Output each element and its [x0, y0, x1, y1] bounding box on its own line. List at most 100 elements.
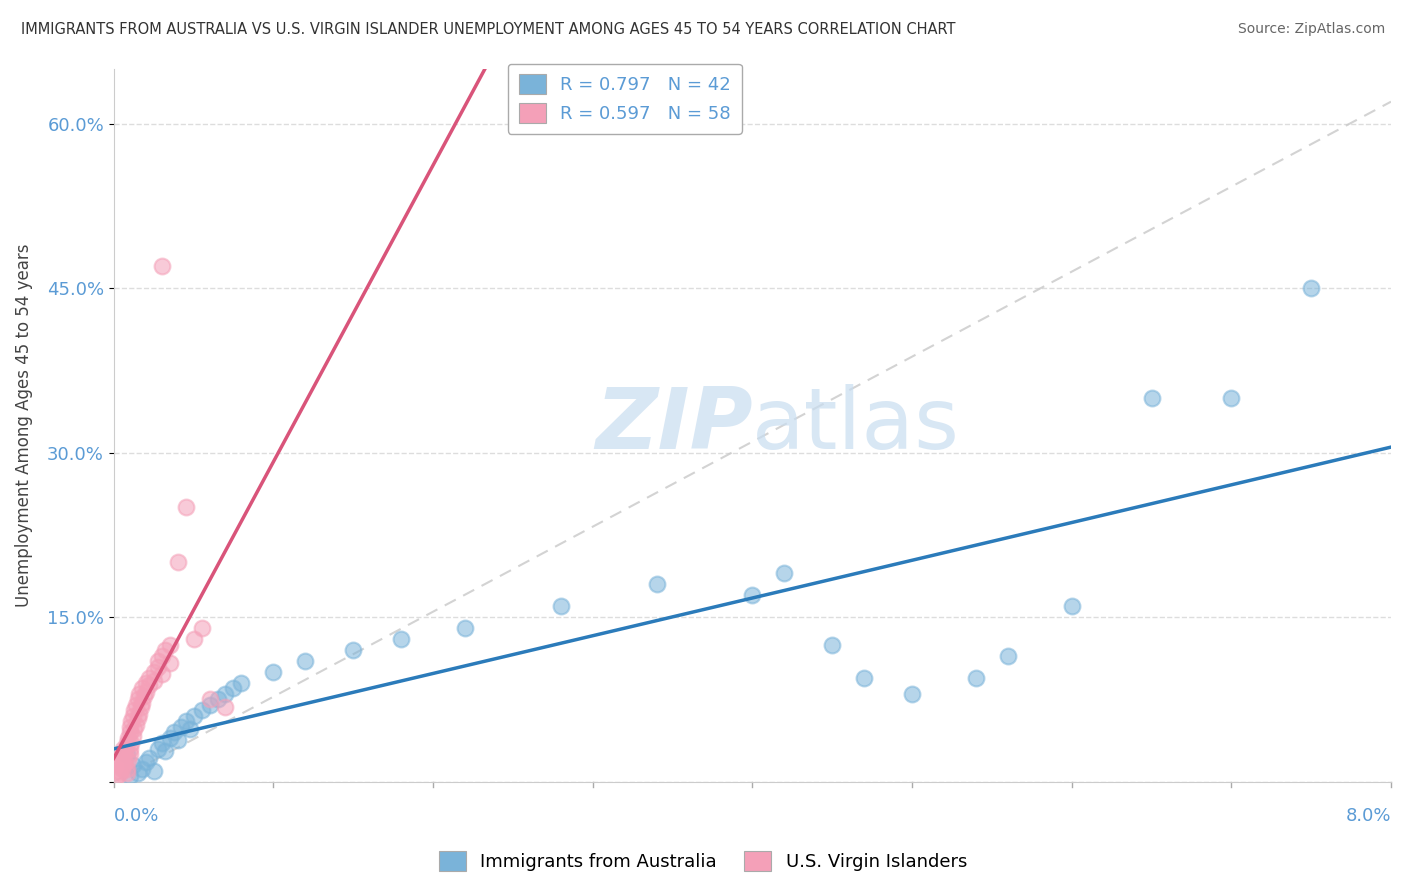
Text: IMMIGRANTS FROM AUSTRALIA VS U.S. VIRGIN ISLANDER UNEMPLOYMENT AMONG AGES 45 TO : IMMIGRANTS FROM AUSTRALIA VS U.S. VIRGIN… — [21, 22, 956, 37]
Point — [222, 681, 245, 696]
Point — [1060, 599, 1083, 614]
Point — [198, 698, 221, 712]
Point — [114, 755, 136, 769]
Text: atlas: atlas — [752, 384, 960, 467]
Point — [150, 667, 173, 681]
Point — [129, 700, 152, 714]
Point — [117, 753, 139, 767]
Point — [901, 687, 924, 701]
Point — [174, 500, 197, 515]
Point — [135, 685, 157, 699]
Point — [965, 671, 987, 685]
Point — [166, 733, 188, 747]
Point — [550, 599, 572, 614]
Point — [108, 766, 131, 780]
Point — [122, 758, 145, 772]
Point — [294, 654, 316, 668]
Point — [111, 747, 134, 762]
Point — [389, 632, 412, 646]
Point — [190, 703, 212, 717]
Point — [120, 714, 142, 729]
Point — [1301, 281, 1323, 295]
Legend: Immigrants from Australia, U.S. Virgin Islanders: Immigrants from Australia, U.S. Virgin I… — [432, 844, 974, 879]
Text: 8.0%: 8.0% — [1346, 807, 1391, 825]
Point — [105, 769, 128, 783]
Point — [179, 722, 201, 736]
Point — [112, 758, 135, 772]
Point — [148, 659, 170, 673]
Point — [115, 762, 138, 776]
Point — [127, 766, 149, 780]
Point — [166, 555, 188, 569]
Point — [821, 638, 844, 652]
Point — [183, 709, 205, 723]
Text: 0.0%: 0.0% — [114, 807, 159, 825]
Legend: R = 0.797   N = 42, R = 0.597   N = 58: R = 0.797 N = 42, R = 0.597 N = 58 — [508, 63, 741, 134]
Point — [131, 762, 153, 776]
Point — [117, 731, 139, 745]
Point — [1140, 391, 1163, 405]
Point — [120, 736, 142, 750]
Point — [150, 648, 173, 663]
Point — [111, 762, 134, 776]
Point — [153, 643, 176, 657]
Point — [124, 722, 146, 736]
Point — [108, 753, 131, 767]
Point — [190, 621, 212, 635]
Point — [150, 259, 173, 273]
Point — [262, 665, 284, 679]
Point — [741, 588, 763, 602]
Point — [142, 673, 165, 688]
Point — [115, 747, 138, 762]
Point — [127, 711, 149, 725]
Point — [153, 744, 176, 758]
Point — [142, 764, 165, 778]
Point — [118, 769, 141, 783]
Point — [115, 736, 138, 750]
Point — [118, 725, 141, 739]
Point — [159, 638, 181, 652]
Point — [159, 657, 181, 671]
Point — [342, 643, 364, 657]
Point — [174, 714, 197, 729]
Point — [231, 676, 253, 690]
Text: Source: ZipAtlas.com: Source: ZipAtlas.com — [1237, 22, 1385, 37]
Point — [214, 700, 236, 714]
Point — [132, 689, 155, 703]
Point — [997, 648, 1019, 663]
Point — [118, 747, 141, 762]
Point — [112, 741, 135, 756]
Point — [183, 632, 205, 646]
Point — [138, 671, 160, 685]
Point — [198, 692, 221, 706]
Point — [112, 750, 135, 764]
Point — [131, 681, 153, 696]
Point — [125, 698, 148, 712]
Point — [135, 755, 157, 769]
Point — [207, 692, 229, 706]
Point — [128, 706, 150, 721]
Point — [128, 687, 150, 701]
Point — [1220, 391, 1243, 405]
Point — [111, 755, 134, 769]
Point — [122, 729, 145, 743]
Point — [118, 720, 141, 734]
Text: ZIP: ZIP — [595, 384, 752, 467]
Point — [773, 566, 796, 581]
Point — [138, 750, 160, 764]
Point — [131, 696, 153, 710]
Point — [148, 741, 170, 756]
Point — [150, 736, 173, 750]
Point — [127, 692, 149, 706]
Point — [142, 665, 165, 679]
Y-axis label: Unemployment Among Ages 45 to 54 years: Unemployment Among Ages 45 to 54 years — [15, 244, 32, 607]
Point — [125, 717, 148, 731]
Point — [159, 731, 181, 745]
Point — [148, 654, 170, 668]
Point — [214, 687, 236, 701]
Point — [138, 678, 160, 692]
Point — [115, 766, 138, 780]
Point — [122, 709, 145, 723]
Point — [135, 676, 157, 690]
Point — [107, 758, 129, 772]
